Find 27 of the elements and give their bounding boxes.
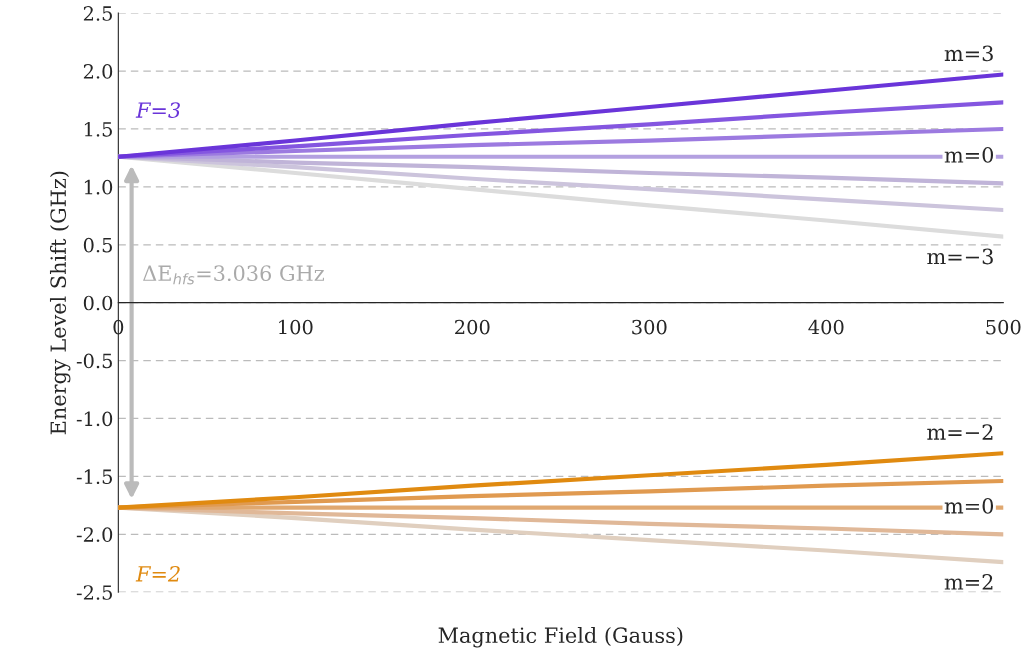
x-tick-label: 300: [632, 319, 667, 335]
y-tick-label: 0.5: [83, 237, 112, 253]
series-label: m=0: [944, 147, 994, 163]
x-tick-label: 500: [986, 319, 1021, 335]
x-tick-label: 200: [455, 319, 490, 335]
y-axis-title: Energy Level Shift (GHz): [49, 171, 71, 435]
series-label: m=−3: [927, 248, 993, 265]
series-label: m=2: [944, 574, 993, 590]
y-tick-label: -1.5: [76, 469, 112, 485]
y-tick-label: 0.0: [83, 295, 113, 311]
y-tick-label: 1.5: [84, 121, 112, 137]
annotation: ΔE$_{hfs}$=3.036 GHz: [143, 265, 324, 285]
y-tick-label: 1.0: [84, 179, 113, 195]
series-label: m=3: [944, 45, 993, 62]
y-tick-label: -2.0: [76, 527, 113, 542]
annotation: F=3: [135, 102, 180, 118]
x-tick-label: 100: [279, 319, 313, 335]
y-tick-label: -0.5: [76, 353, 112, 369]
annotation: F=2: [135, 565, 180, 582]
x-tick-label: 400: [808, 319, 844, 335]
x-axis-title: Magnetic Field (Gauss): [438, 626, 683, 648]
y-tick-label: -2.5: [76, 585, 112, 600]
y-tick-label: 2.0: [83, 64, 113, 79]
series-label: m=0: [944, 497, 994, 514]
series-label: m=−2: [927, 424, 993, 440]
y-tick-label: -1.0: [76, 411, 113, 427]
y-tick-label: 2.5: [83, 6, 112, 21]
